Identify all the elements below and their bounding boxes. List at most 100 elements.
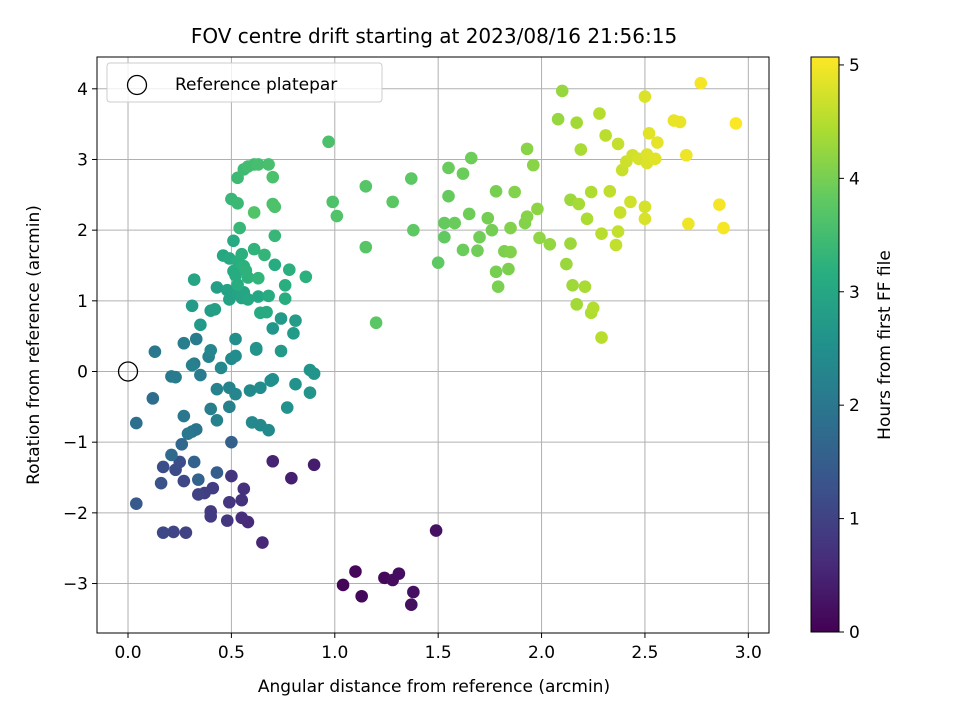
data-point <box>303 386 317 400</box>
data-point <box>504 221 517 235</box>
data-point <box>287 327 300 340</box>
data-point <box>392 567 406 580</box>
data-point <box>251 271 265 285</box>
data-point <box>249 341 263 355</box>
data-point <box>326 195 340 209</box>
data-point <box>285 471 298 485</box>
data-point <box>231 196 244 210</box>
data-point <box>177 336 191 350</box>
data-point <box>456 243 470 257</box>
data-point <box>229 332 242 346</box>
data-point <box>210 466 224 479</box>
data-point <box>289 377 302 391</box>
data-point <box>462 207 476 221</box>
data-point <box>204 344 218 357</box>
data-point <box>673 115 687 129</box>
y-tick-label: −1 <box>63 433 88 453</box>
data-point <box>520 210 534 224</box>
data-point <box>464 151 478 165</box>
legend: Reference platepar <box>106 62 383 103</box>
data-point <box>473 230 486 244</box>
data-point <box>584 185 598 199</box>
data-point <box>717 221 730 235</box>
data-point <box>491 280 505 293</box>
data-point <box>599 129 612 142</box>
data-point <box>638 212 652 226</box>
data-point <box>229 387 242 401</box>
data-point <box>303 363 317 377</box>
colorbar-tick-label: 0 <box>849 623 860 643</box>
data-point <box>210 382 224 396</box>
data-point <box>282 263 296 277</box>
data-point <box>278 278 292 292</box>
y-tick-label: −3 <box>63 575 88 595</box>
data-point <box>638 90 652 103</box>
data-point <box>146 392 160 405</box>
data-point <box>531 202 544 216</box>
data-point <box>682 217 695 231</box>
data-point <box>179 526 193 539</box>
data-point <box>489 265 503 279</box>
data-point <box>194 368 207 382</box>
data-points <box>117 76 743 612</box>
data-point <box>235 493 249 507</box>
data-point <box>570 298 584 311</box>
data-point <box>225 435 238 449</box>
data-point <box>520 142 534 156</box>
data-point <box>241 293 255 306</box>
data-point <box>148 345 162 359</box>
data-point <box>233 221 246 235</box>
data-point <box>268 200 282 214</box>
data-point <box>175 437 189 451</box>
data-point <box>570 116 584 130</box>
data-point <box>225 469 238 483</box>
data-point <box>586 301 600 315</box>
data-point <box>429 524 443 537</box>
data-point <box>572 197 586 211</box>
data-point <box>485 223 499 237</box>
data-point <box>404 172 418 185</box>
data-point <box>129 497 143 510</box>
data-point <box>258 248 271 262</box>
colorbar-tick-label: 2 <box>849 396 860 416</box>
data-point <box>442 161 455 175</box>
x-axis-label: Angular distance from reference (arcmin) <box>258 677 610 697</box>
data-point <box>526 158 540 172</box>
data-point <box>713 198 726 212</box>
data-point <box>404 598 418 612</box>
data-point <box>578 280 592 293</box>
data-point <box>274 344 288 358</box>
data-point <box>471 244 484 257</box>
x-tick-label: 2.0 <box>528 643 555 663</box>
data-point <box>580 212 594 226</box>
data-point <box>210 281 224 294</box>
data-point <box>299 270 313 284</box>
data-point <box>204 510 218 523</box>
colorbar-gradient <box>810 56 840 633</box>
data-point <box>431 256 445 269</box>
data-point <box>192 488 205 501</box>
data-point <box>247 206 261 219</box>
data-point <box>349 565 362 578</box>
data-point <box>278 292 292 306</box>
y-tick-label: 1 <box>77 292 88 312</box>
data-point <box>243 384 257 397</box>
data-point <box>448 216 462 230</box>
data-point <box>593 107 606 120</box>
data-point <box>177 474 191 488</box>
data-point <box>241 271 255 284</box>
data-point <box>603 184 617 198</box>
data-point <box>489 184 503 198</box>
data-point <box>442 189 455 203</box>
data-point <box>386 195 399 209</box>
data-point <box>268 258 282 272</box>
data-point <box>533 231 546 245</box>
reference-platepar-marker <box>117 361 139 382</box>
data-point <box>169 370 182 384</box>
data-point <box>289 314 302 327</box>
data-point <box>624 195 637 209</box>
colorbar: 0 1 2 3 4 5 Hours from first FF file <box>810 56 895 643</box>
data-point <box>220 514 234 527</box>
data-point <box>167 525 180 539</box>
